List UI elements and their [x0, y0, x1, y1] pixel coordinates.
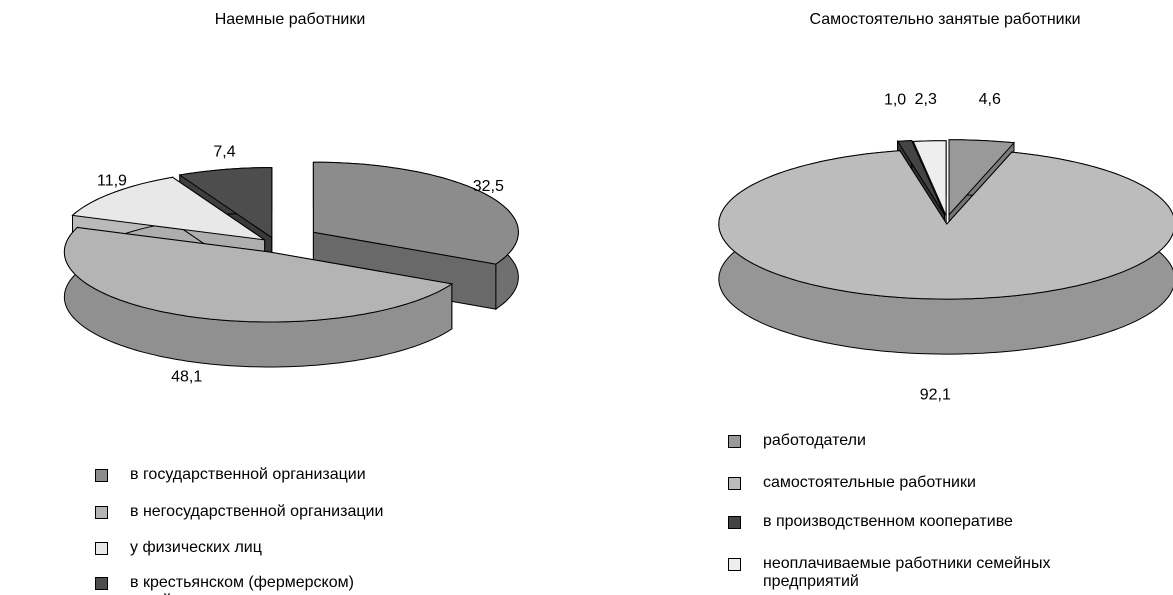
pie-slice	[63, 226, 454, 368]
legend-item: в крестьянском (фермерском) хозяйстве	[95, 574, 515, 595]
data-label: 2,3	[915, 91, 937, 108]
slice-top	[896, 139, 945, 215]
legend-label: в крестьянском (фермерском) хозяйстве	[130, 574, 354, 595]
legend-item: в производственном кооперативе	[728, 513, 1168, 531]
slice-top	[912, 140, 947, 216]
legend-swatch	[728, 477, 741, 490]
legend-swatch	[95, 469, 108, 482]
data-label: 7,4	[213, 144, 235, 161]
data-label: 1,0	[884, 92, 906, 109]
pie-slice	[718, 148, 1173, 355]
legend-label: неоплачиваемые работники семейных предпр…	[763, 555, 1051, 590]
legend-swatch	[728, 516, 741, 529]
legend-swatch	[728, 435, 741, 448]
legend-item: самостоятельные работники	[728, 474, 1168, 492]
legend-item: неоплачиваемые работники семейных предпр…	[728, 555, 1168, 591]
data-label: 11,9	[97, 173, 127, 190]
slice-top	[71, 176, 265, 241]
legend-item: работодатели	[728, 432, 1168, 450]
legend-item: у физических лиц	[95, 539, 515, 557]
legend-label: самостоятельные работники	[763, 474, 976, 491]
legend-item: в государственной организации	[95, 466, 515, 484]
legend-swatch	[95, 506, 108, 519]
chart-title: Наемные работники	[215, 11, 366, 28]
chart-title: Самостоятельно занятые работники	[809, 11, 1080, 28]
legend-label: в производственном кооперативе	[763, 513, 1013, 530]
data-label: 32,5	[473, 178, 504, 195]
data-label: 92,1	[920, 386, 951, 403]
legend-label: в государственной организации	[130, 466, 366, 483]
legend-label: в негосударственной организации	[130, 503, 384, 520]
legend-item: в негосударственной организации	[95, 503, 515, 521]
data-label: 48,1	[171, 368, 202, 385]
slice-top	[718, 150, 1173, 300]
legend-swatch	[728, 558, 741, 571]
legend-swatch	[95, 577, 108, 590]
slice-top	[63, 226, 454, 323]
data-label: 4,6	[979, 91, 1001, 108]
slice-top	[948, 139, 1016, 216]
legend-swatch	[95, 542, 108, 555]
legend-label: работодатели	[763, 432, 866, 449]
slice-top	[178, 167, 273, 239]
legend-label: у физических лиц	[130, 539, 262, 556]
slice-top	[312, 161, 519, 265]
